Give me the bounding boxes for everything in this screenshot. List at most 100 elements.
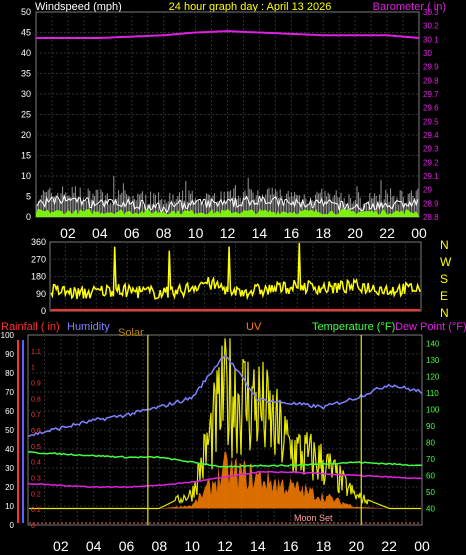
rainfall-tick-label: 0.4	[31, 460, 41, 467]
humidity-tick-label: 10	[5, 502, 14, 511]
wind-tick-label: 40	[21, 48, 31, 58]
time-axis-label: 08	[156, 225, 172, 241]
humidity-axis-bar	[22, 340, 24, 523]
rainfall-tick-label: 0.3	[31, 476, 41, 483]
time-axis-label: 02	[53, 538, 69, 554]
humidity-tick-label: 40	[5, 445, 14, 454]
direction-tick-label: 90	[36, 289, 46, 299]
temperature-tick-label: 110	[426, 389, 439, 398]
barometer-tick-label: 30.1	[423, 35, 439, 44]
time-axis-label: 06	[124, 225, 140, 241]
temperature-tick-label: 70	[426, 455, 435, 464]
temperature-tick-label: 40	[426, 504, 435, 513]
wind-direction-series-line	[50, 242, 421, 301]
rainfall-tick-label: 0.5	[31, 444, 41, 451]
time-axis-label: 20	[347, 225, 363, 241]
barometer-label: Barometer ( in)	[373, 1, 446, 13]
dewpoint-series-line	[27, 470, 423, 489]
time-axis-label: 16	[284, 225, 300, 241]
moon-set-label: Moon Set	[294, 513, 333, 523]
rainfall-tick-label: 1	[31, 365, 35, 372]
rainfall-tick-label: 0.8	[31, 396, 41, 403]
time-axis-label: 22	[379, 225, 395, 241]
temperature-tick-label: 140	[426, 339, 440, 348]
wind-tick-label: 25	[21, 110, 31, 120]
barometer-tick-label: 29.4	[423, 131, 439, 140]
time-axis-label: 10	[188, 225, 204, 241]
time-axis-label: 00	[411, 225, 427, 241]
time-axis-label: 16	[283, 538, 299, 554]
humidity-label: Humidity	[67, 321, 110, 333]
wind-tick-label: 5	[26, 192, 31, 202]
compass-n-bottom: N	[440, 306, 449, 320]
time-axis-label: 04	[92, 225, 108, 241]
humidity-tick-label: 90	[5, 350, 14, 359]
time-axis-label: 08	[152, 538, 168, 554]
humidity-series-line	[27, 353, 423, 438]
time-axis-label: 18	[315, 225, 331, 241]
wind-panel-frame	[35, 11, 420, 218]
rainfall-label: Rainfall ( in)	[1, 321, 60, 333]
wind-tick-label: 30	[21, 89, 31, 99]
time-axis-label: 02	[60, 225, 76, 241]
time-axis-label: 10	[184, 538, 200, 554]
humidity-tick-label: 80	[5, 369, 14, 378]
uv-label: UV	[246, 321, 262, 333]
wind-tick-label: 50	[21, 7, 31, 17]
barometer-tick-label: 29.9	[423, 63, 439, 72]
rainfall-tick-label: 0.1	[31, 507, 41, 514]
barometer-series-line	[36, 30, 420, 39]
humidity-tick-label: 70	[5, 388, 14, 397]
compass-e: E	[440, 289, 448, 303]
humidity-tick-label: 0	[10, 521, 15, 530]
rainfall-tick-label: 0	[31, 523, 35, 530]
time-axis-label: 00	[414, 538, 430, 554]
rainfall-tick-label: 1.1	[31, 349, 41, 356]
barometer-tick-label: 29.8	[423, 76, 439, 85]
compass-s: S	[440, 272, 448, 286]
time-axis-label: 12	[217, 538, 233, 554]
compass-n-top: N	[440, 238, 449, 252]
time-axis-label: 06	[119, 538, 135, 554]
humidity-tick-label: 30	[5, 464, 14, 473]
temperature-tick-label: 90	[426, 422, 435, 431]
humidity-tick-label: 100	[1, 331, 15, 340]
solar-label: Solar	[118, 327, 144, 339]
temperature-tick-label: 80	[426, 438, 435, 447]
direction-tick-label: 180	[31, 272, 46, 282]
wind-tick-label: 35	[21, 69, 31, 79]
barometer-tick-label: 30.2	[423, 22, 439, 31]
temperature-series-line	[27, 451, 423, 469]
rain-axis-bar	[17, 340, 19, 523]
humidity-tick-label: 60	[5, 407, 14, 416]
uv-series-area	[28, 451, 422, 509]
wind-tick-label: 15	[21, 151, 31, 161]
time-axis-label: 22	[381, 538, 397, 554]
barometer-tick-label: 29.6	[423, 104, 439, 113]
wind-tick-label: 20	[21, 130, 31, 140]
temperature-tick-label: 130	[426, 356, 440, 365]
barometer-tick-label: 30.3	[423, 8, 439, 17]
barometer-tick-label: 29.5	[423, 117, 439, 126]
compass-w: W	[440, 255, 452, 269]
windspeed-label: Windspeed (mph)	[35, 1, 122, 13]
average-wind-area	[36, 208, 419, 217]
temperature-tick-label: 120	[426, 372, 440, 381]
temperature-tick-label: 60	[426, 471, 435, 480]
temperature-tick-label: 50	[426, 488, 435, 497]
barometer-tick-label: 28.9	[423, 199, 439, 208]
rainfall-tick-label: 0.7	[31, 412, 41, 419]
time-axis-label: 12	[220, 225, 236, 241]
rainfall-tick-label: 0.9	[31, 381, 41, 388]
barometer-tick-label: 29.7	[423, 90, 439, 99]
barometer-tick-label: 29	[423, 186, 432, 195]
rainfall-tick-label: 0.2	[31, 491, 41, 498]
time-axis-label: 04	[86, 538, 102, 554]
time-axis-label: 20	[349, 538, 365, 554]
rainfall-tick-label: 0.6	[31, 428, 41, 435]
direction-tick-label: 270	[31, 254, 46, 264]
graph-title: 24 hour graph day : April 13 2026	[169, 1, 332, 13]
humidity-tick-label: 20	[5, 483, 14, 492]
windspeed-series-line	[36, 193, 419, 214]
